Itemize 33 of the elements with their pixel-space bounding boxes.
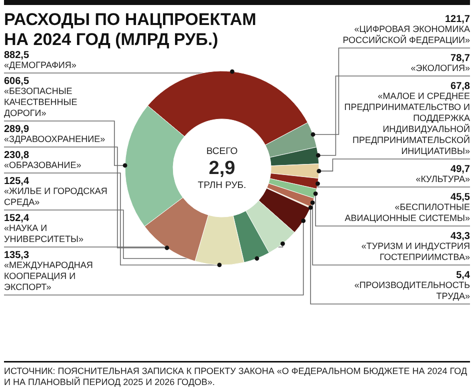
text: 2,9 bbox=[208, 158, 236, 179]
slice-label: «ДЕМОГРАФИЯ» bbox=[4, 60, 76, 70]
slice-label: «НАУКА И УНИВЕРСИТЕТЫ» bbox=[4, 223, 84, 244]
chart-title: РАСХОДЫ ПО НАЦПРОЕКТАМ НА 2024 ГОД (МЛРД РУБ.) bbox=[4, 10, 256, 49]
slice-label: «МЕЖДУНАРОДНАЯ КООПЕРАЦИЯ И ЭКСПОРТ» bbox=[4, 260, 93, 292]
data-label: 289,9 bbox=[4, 124, 30, 135]
data-label: 49,7 bbox=[450, 164, 470, 175]
slice-label: «ЭКОЛОГИЯ» bbox=[410, 63, 470, 73]
slice-label: «ТУРИЗМ И ИНДУСТРИЯ ГОСТЕПРИИМСТВА» bbox=[361, 241, 470, 262]
slice-label: «ЗДРАВООХРАНЕНИЕ» bbox=[4, 134, 106, 144]
text: ВСЕГО bbox=[206, 146, 238, 157]
data-label: 606,5 bbox=[4, 76, 30, 87]
data-label: 67,8 bbox=[450, 81, 470, 92]
data-label: 230,8 bbox=[4, 150, 30, 161]
data-label: 125,4 bbox=[4, 176, 30, 187]
data-label: 135,3 bbox=[4, 250, 30, 261]
data-label: 43,3 bbox=[450, 231, 470, 242]
data-label: 78,7 bbox=[450, 53, 470, 64]
data-label: 5,4 bbox=[456, 270, 470, 281]
text: ИСТОЧНИК: ПОЯСНИТЕЛЬНАЯ ЗАПИСКА К ПРОЕКТУ ЗАКОНА «О ФЕДЕРАЛЬНОМ БЮДЖЕТЕ НА 2024 ГОД И НА ПЛАНОВЫЙ ПЕРИОД 2025 И 2026 ГОДОВ». bbox=[4, 366, 468, 387]
slice-label: «КУЛЬТУРА» bbox=[416, 174, 470, 184]
slice-label: «ЖИЛЬЕ И ГОРОДСКАЯ СРЕДА» bbox=[4, 186, 108, 207]
slice-label: «МАЛОЕ И СРЕДНЕЕ ПРЕДПРИНИМАТЕЛЬСТВО И ПОДДЕРЖКА ИНДИВИДУАЛЬНОЙ ПРЕДПРИНИМАТЕЛЬСКОЙ ИНИЦИАТИВЫ» bbox=[344, 91, 470, 156]
slice-label: «БЕЗОПАСНЫЕ КАЧЕСТВЕННЫЕ ДОРОГИ» bbox=[4, 86, 78, 118]
data-label: 882,5 bbox=[4, 50, 30, 61]
data-label: 45,5 bbox=[450, 192, 470, 203]
slice-label: «ЦИФРОВАЯ ЭКОНОМИКА РОССИЙСКОЙ ФЕДЕРАЦИИ» bbox=[342, 24, 470, 45]
slice-label: «ПРОИЗВОДИТЕЛЬНОСТЬ ТРУДА» bbox=[354, 280, 470, 301]
text: ТРЛН РУБ. bbox=[198, 180, 246, 191]
slice-label: «БЕСПИЛОТНЫЕ АВИАЦИОННЫЕ СИСТЕМЫ» bbox=[344, 202, 470, 223]
data-label: 121,7 bbox=[444, 14, 470, 25]
slice-label: «ОБРАЗОВАНИЕ» bbox=[4, 160, 82, 170]
data-label: 152,4 bbox=[4, 213, 30, 224]
